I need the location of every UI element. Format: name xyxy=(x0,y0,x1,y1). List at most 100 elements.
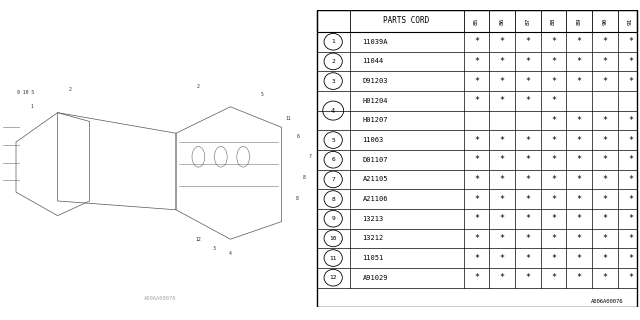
Text: *: * xyxy=(525,57,531,66)
Text: *: * xyxy=(628,37,633,46)
Text: 13213: 13213 xyxy=(362,216,384,222)
Text: *: * xyxy=(628,253,633,262)
Text: *: * xyxy=(551,96,556,105)
Text: *: * xyxy=(602,116,607,125)
Text: 4: 4 xyxy=(229,252,232,256)
Text: *: * xyxy=(577,155,582,164)
Text: 2: 2 xyxy=(69,87,72,92)
Text: *: * xyxy=(474,253,479,262)
Text: *: * xyxy=(474,76,479,85)
Text: 2: 2 xyxy=(197,84,200,89)
Text: *: * xyxy=(500,136,505,145)
Text: *: * xyxy=(500,76,505,85)
Text: *: * xyxy=(525,136,531,145)
Text: *: * xyxy=(602,76,607,85)
Text: D91203: D91203 xyxy=(362,78,388,84)
Text: *: * xyxy=(577,136,582,145)
Text: 11: 11 xyxy=(330,256,337,260)
Text: *: * xyxy=(602,136,607,145)
Text: 87: 87 xyxy=(525,17,531,25)
Text: *: * xyxy=(525,76,531,85)
Text: *: * xyxy=(551,136,556,145)
Text: *: * xyxy=(525,195,531,204)
Text: *: * xyxy=(525,253,531,262)
Text: 90: 90 xyxy=(602,17,607,25)
Text: *: * xyxy=(525,234,531,243)
Text: 3: 3 xyxy=(332,79,335,84)
Text: *: * xyxy=(577,175,582,184)
Text: 10: 10 xyxy=(330,236,337,241)
Text: *: * xyxy=(500,253,505,262)
Text: *: * xyxy=(474,96,479,105)
Text: 6: 6 xyxy=(332,157,335,162)
Text: *: * xyxy=(577,195,582,204)
Text: 11044: 11044 xyxy=(362,59,384,64)
Text: 6: 6 xyxy=(296,134,299,139)
Text: 2: 2 xyxy=(332,59,335,64)
Text: A21106: A21106 xyxy=(362,196,388,202)
Text: 9: 9 xyxy=(332,216,335,221)
Text: *: * xyxy=(577,234,582,243)
Text: 8: 8 xyxy=(303,175,305,180)
Text: *: * xyxy=(551,234,556,243)
Text: *: * xyxy=(602,175,607,184)
Text: *: * xyxy=(628,214,633,223)
Text: 7: 7 xyxy=(332,177,335,182)
Text: *: * xyxy=(551,273,556,282)
Text: 1: 1 xyxy=(332,39,335,44)
Text: *: * xyxy=(577,214,582,223)
Text: *: * xyxy=(525,214,531,223)
Text: *: * xyxy=(474,234,479,243)
Text: *: * xyxy=(551,37,556,46)
Text: 85: 85 xyxy=(474,17,479,25)
Text: 8: 8 xyxy=(296,196,299,201)
Text: A91029: A91029 xyxy=(362,275,388,281)
Text: *: * xyxy=(628,155,633,164)
Text: *: * xyxy=(500,96,505,105)
Text: *: * xyxy=(551,76,556,85)
Text: 5: 5 xyxy=(332,138,335,143)
Text: *: * xyxy=(602,253,607,262)
Text: 12: 12 xyxy=(330,275,337,280)
Text: *: * xyxy=(525,155,531,164)
Text: *: * xyxy=(474,273,479,282)
Text: *: * xyxy=(474,195,479,204)
Text: 89: 89 xyxy=(577,17,582,25)
Text: *: * xyxy=(551,253,556,262)
Text: *: * xyxy=(500,37,505,46)
Text: *: * xyxy=(628,273,633,282)
Text: *: * xyxy=(500,234,505,243)
Text: *: * xyxy=(628,234,633,243)
Text: *: * xyxy=(551,155,556,164)
Text: 8: 8 xyxy=(332,196,335,202)
Text: *: * xyxy=(628,195,633,204)
Text: *: * xyxy=(628,57,633,66)
Text: *: * xyxy=(474,175,479,184)
Text: *: * xyxy=(525,37,531,46)
Text: *: * xyxy=(500,155,505,164)
Text: *: * xyxy=(602,37,607,46)
Text: 7: 7 xyxy=(309,154,312,159)
Text: *: * xyxy=(602,214,607,223)
Text: *: * xyxy=(525,273,531,282)
Text: 11051: 11051 xyxy=(362,255,384,261)
Text: A21105: A21105 xyxy=(362,176,388,182)
Text: *: * xyxy=(551,214,556,223)
Text: *: * xyxy=(602,155,607,164)
Text: 1: 1 xyxy=(31,104,33,109)
Text: *: * xyxy=(551,57,556,66)
Text: 11: 11 xyxy=(285,116,291,121)
Text: *: * xyxy=(500,214,505,223)
Text: H01207: H01207 xyxy=(362,117,388,124)
Text: *: * xyxy=(474,155,479,164)
Text: *: * xyxy=(577,76,582,85)
Text: *: * xyxy=(602,57,607,66)
Text: *: * xyxy=(500,175,505,184)
Text: 12: 12 xyxy=(196,237,201,242)
Text: *: * xyxy=(474,214,479,223)
Bar xyxy=(317,10,637,32)
Text: D01107: D01107 xyxy=(362,157,388,163)
Text: 11063: 11063 xyxy=(362,137,384,143)
Text: PARTS CORD: PARTS CORD xyxy=(383,16,429,25)
Text: *: * xyxy=(577,253,582,262)
